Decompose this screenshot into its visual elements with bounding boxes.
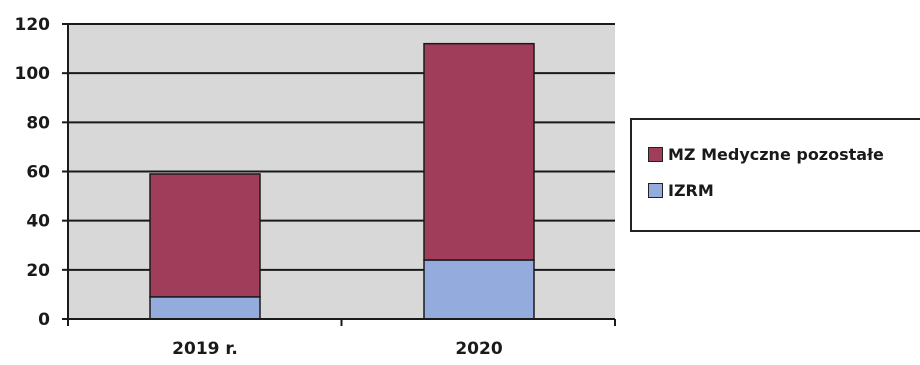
legend: MZ Medyczne pozostałe IZRM [630, 118, 920, 232]
y-tick-label: 60 [26, 163, 50, 183]
legend-swatch-mz-medyczne [648, 147, 663, 162]
x-category-label: 2019 r. [172, 339, 238, 359]
legend-label-mz-medyczne: MZ Medyczne pozostałe [668, 145, 884, 164]
x-category-label: 2020 [455, 339, 502, 359]
legend-label-izrm: IZRM [668, 181, 714, 200]
legend-item-mz-medyczne: MZ Medyczne pozostałe [648, 145, 884, 164]
y-tick-label: 20 [26, 261, 50, 281]
bars [149, 42, 535, 320]
y-tick-label: 0 [38, 310, 50, 330]
bar-segment [149, 296, 261, 320]
x-axis-labels: 2019 r. 2020 [172, 339, 503, 359]
bar-segment [423, 42, 535, 261]
y-tick-label: 100 [15, 64, 51, 84]
y-tick-label: 40 [26, 212, 50, 232]
bar-segment [423, 259, 535, 320]
bar-segment [149, 173, 261, 298]
legend-swatch-izrm [648, 183, 663, 198]
legend-item-izrm: IZRM [648, 181, 714, 200]
y-tick-label: 80 [26, 113, 50, 133]
y-axis-ticks: 0 20 40 60 80 100 120 [15, 15, 68, 330]
y-tick-label: 120 [15, 15, 51, 35]
